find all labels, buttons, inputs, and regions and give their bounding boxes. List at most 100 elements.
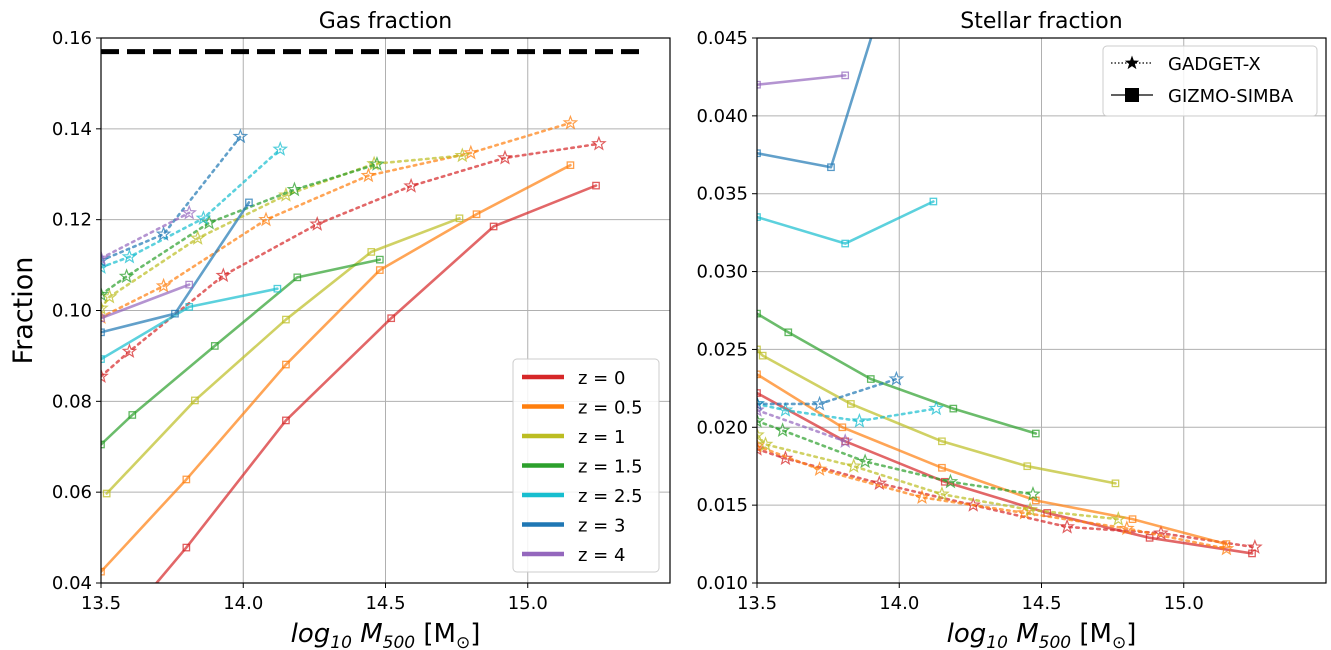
gas-fraction-z-1-5-gizmo-simba-point bbox=[128, 411, 137, 419]
stellar-fraction-z-4-gadget-x-line bbox=[757, 408, 847, 443]
stellar-fraction-x-tick-label: 14.5 bbox=[1021, 593, 1061, 614]
gas-fraction-z-1-5-gadget-x-point bbox=[369, 156, 385, 171]
gas-fraction-z-1-5-gizmo-simba-point bbox=[375, 255, 384, 264]
stellar-fraction-z-1-5-gizmo-simba-point bbox=[949, 404, 958, 413]
stellar-fraction-z-1-gadget-x-point bbox=[757, 436, 774, 452]
stellar-fraction-z-0-5-gizmo-simba-line bbox=[757, 373, 1228, 546]
gas-fraction-z-4-gizmo-simba-line bbox=[101, 283, 191, 320]
gas-fraction-x-tick-label: 14.0 bbox=[223, 593, 263, 614]
stellar-fraction-z-1-5-gizmo-simba-point bbox=[866, 375, 875, 383]
stellar-fraction-z-1-gizmo-simba-point bbox=[758, 351, 767, 360]
code-legend-frame bbox=[1102, 45, 1318, 117]
gas-fraction-z-0-gizmo-simba-point bbox=[592, 181, 600, 190]
stellar-fraction-z-1-gadget-x-point bbox=[934, 486, 950, 501]
stellar-fraction-z-2-5-gizmo-simba-point bbox=[757, 213, 761, 221]
stellar-fraction-z-0-gizmo-simba-point bbox=[757, 389, 761, 397]
gas-fraction-z-3-gizmo-simba-point bbox=[245, 198, 253, 207]
gas-fraction-z-0-5-gizmo-simba-line bbox=[101, 163, 572, 573]
stellar-fraction-z-0-5-gizmo-simba-point bbox=[938, 463, 946, 472]
stellar-fraction-z-1-5-gizmo-simba-point bbox=[784, 328, 793, 337]
stellar-fraction-z-3-gadget-x-point bbox=[888, 370, 905, 386]
stellar-fraction-z-0-5-gadget-x-point bbox=[811, 461, 828, 476]
stellar-fraction-z-0-gizmo-simba-point bbox=[1145, 533, 1154, 542]
stellar-fraction-y-tick-label: 0.040 bbox=[696, 106, 748, 127]
stellar-fraction-z-0-5-gizmo-simba-point bbox=[1128, 515, 1137, 524]
legend-gizmo-simba-label: GIZMO-SIMBA bbox=[1168, 86, 1294, 107]
stellar-fraction-y-tick-label: 0.035 bbox=[696, 184, 748, 205]
legend-entries: z = 0 z = 0.5 z = 1 z = 1.5 z = 2.5 z = 3 z = … bbox=[522, 368, 643, 566]
stellar-fraction-z-0-gadget-x-point bbox=[757, 440, 765, 456]
stellar-fraction-z-2-5-gadget-x-point bbox=[851, 412, 868, 428]
gas-fraction-z-0-gizmo-simba-point bbox=[387, 314, 396, 323]
stellar-fraction-title: Stellar fraction bbox=[960, 9, 1122, 34]
gas-fraction-y-tick-label: 0.04 bbox=[52, 573, 92, 594]
stellar-fraction-z-1-gadget-x-point bbox=[757, 426, 765, 442]
stellar-fraction-z-0-gadget-x-point bbox=[1059, 518, 1075, 534]
gas-fraction-z-1-5-gizmo-simba-point bbox=[293, 273, 302, 282]
gas-fraction-z-2-5-gadget-x-point bbox=[101, 259, 109, 274]
legend-z-3-label: z = 3 bbox=[578, 516, 625, 537]
stellar-fraction-z-4-gizmo-simba-point bbox=[757, 80, 761, 89]
stellar-fraction-z-1-gizmo-simba-point bbox=[1023, 462, 1032, 471]
gas-fraction-y-axis-label: Fraction bbox=[8, 257, 39, 365]
gas-fraction-z-2-5-gadget-x-point bbox=[195, 210, 212, 225]
stellar-fraction-z-0-gizmo-simba-line bbox=[757, 391, 1254, 555]
legend-gadget-x-label: GADGET-X bbox=[1168, 54, 1261, 75]
gas-fraction-y-tick-label: 0.10 bbox=[52, 301, 92, 322]
stellar-fraction-z-1-gadget-x-point bbox=[845, 457, 862, 473]
stellar-fraction-z-1-gizmo-simba-point bbox=[1111, 479, 1120, 488]
gas-fraction-z-1-gizmo-simba-line bbox=[105, 217, 461, 495]
stellar-fraction-y-tick-label: 0.030 bbox=[696, 262, 748, 283]
gas-fraction-z-1-5-gadget-x-point bbox=[286, 181, 303, 197]
stellar-fraction-z-1-5-gadget-x-line bbox=[757, 419, 1035, 496]
gas-fraction-z-1-gizmo-simba-point bbox=[455, 214, 464, 223]
gas-fraction-z-1-gizmo-simba-point bbox=[191, 396, 199, 405]
gas-fraction-z-0-gadget-x-point bbox=[101, 368, 109, 383]
gas-fraction-z-0-gadget-x-point bbox=[591, 135, 607, 151]
gas-fraction-z-3-gadget-x-point bbox=[232, 128, 249, 144]
code-legend: GADGET-X GIZMO-SIMBA bbox=[1102, 45, 1318, 117]
stellar-fraction-z-3-gadget-x-line bbox=[757, 377, 898, 406]
stellar-fraction-x-tick-label: 14.0 bbox=[879, 593, 919, 614]
gas-fraction-x-tick-label: 13.5 bbox=[81, 593, 121, 614]
stellar-fraction-y-tick-label: 0.015 bbox=[696, 495, 748, 516]
gas-fraction-z-0-gadget-x-point bbox=[497, 149, 513, 165]
stellar-fraction-z-1-gadget-x-line bbox=[757, 433, 1120, 521]
gas-fraction-y-tick-label: 0.06 bbox=[52, 482, 92, 503]
gas-fraction-z-0-5-gadget-x-point bbox=[360, 167, 377, 183]
stellar-fraction-z-3-gadget-x-point bbox=[757, 395, 765, 411]
stellar-fraction-z-2-5-gadget-x-point bbox=[777, 401, 794, 417]
gas-fraction-z-0-5-gizmo-simba-point bbox=[472, 210, 481, 219]
gas-fraction-x-tick-label: 14.5 bbox=[365, 593, 405, 614]
gas-fraction-z-1-5-gizmo-simba-point bbox=[210, 342, 219, 350]
gas-fraction-panel: Gas fraction 13.5 14.0 14.5 15.0 0.04 0.06 0.0… bbox=[8, 9, 671, 650]
legend-z-0-label: z = 0 bbox=[578, 368, 625, 389]
stellar-fraction-z-1-gizmo-simba-line bbox=[757, 348, 1117, 485]
legend-z-1-label: z = 1 bbox=[578, 427, 625, 448]
gas-fraction-z-0-5-gizmo-simba-point bbox=[375, 266, 384, 274]
gas-fraction-z-1-gizmo-simba-point bbox=[367, 248, 376, 256]
stellar-fraction-z-1-5-gadget-x-point bbox=[857, 453, 873, 469]
gas-fraction-z-3-gadget-x-point bbox=[101, 252, 109, 268]
gas-fraction-z-0-5-gadget-x-point bbox=[463, 144, 479, 160]
stellar-fraction-x-axis-label: log10 M500 [M⊙] bbox=[947, 619, 1137, 650]
gas-fraction-y-tick-label: 0.14 bbox=[52, 119, 92, 140]
stellar-fraction-z-1-5-gizmo-simba-line bbox=[757, 312, 1038, 435]
gas-fraction-z-0-gadget-x-point bbox=[403, 177, 419, 193]
stellar-fraction-z-4-gizmo-simba-point bbox=[841, 71, 850, 80]
gas-fraction-z-0-5-gizmo-simba-point bbox=[282, 360, 290, 369]
gas-fraction-z-0-gizmo-simba-line bbox=[154, 184, 598, 583]
gas-fraction-z-0-gizmo-simba-point bbox=[98, 646, 104, 650]
gas-fraction-y-tick-label: 0.08 bbox=[52, 391, 92, 412]
gas-fraction-z-0-gizmo-simba-point bbox=[282, 416, 290, 425]
stellar-fraction-z-0-gizmo-simba-point bbox=[940, 477, 949, 486]
gas-fraction-z-0-gadget-x-line bbox=[101, 142, 601, 378]
stellar-fraction-z-4-gadget-x-point bbox=[837, 433, 854, 448]
stellar-fraction-x-tick-label: 15.0 bbox=[1164, 593, 1204, 614]
gas-fraction-z-1-gadget-x-point bbox=[101, 300, 109, 315]
stellar-fraction-z-3-gizmo-simba-point bbox=[827, 163, 835, 172]
stellar-fraction-z-1-5-gizmo-simba-point bbox=[1031, 429, 1040, 438]
stellar-fraction-z-1-5-gadget-x-point bbox=[757, 412, 765, 428]
stellar-fraction-series bbox=[757, 38, 1263, 558]
gas-fraction-z-0-5-gizmo-simba-point bbox=[566, 161, 575, 170]
